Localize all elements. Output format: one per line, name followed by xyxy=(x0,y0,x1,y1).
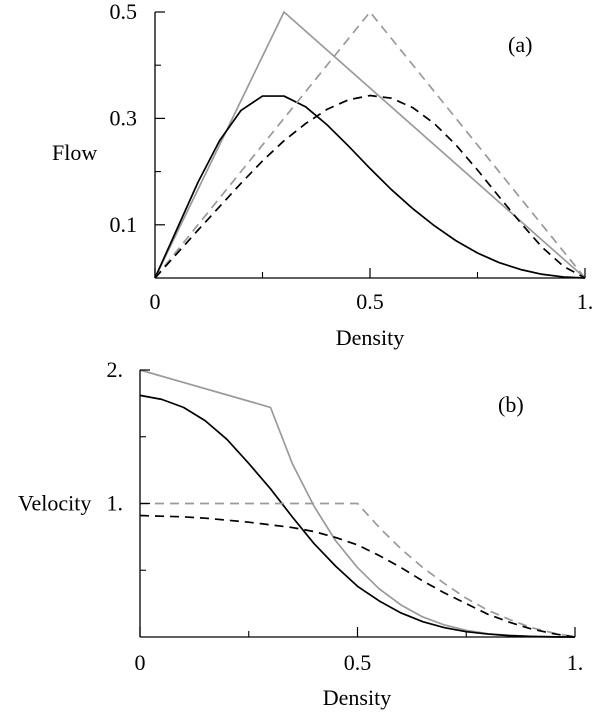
panel-a: 0 0.5 1. 0.1 0.3 0.5 Density Flow (a) xyxy=(52,0,593,350)
panel-label: (a) xyxy=(508,32,532,57)
x-axis-label: Density xyxy=(323,685,391,710)
x-tick-label: 0 xyxy=(150,289,161,314)
y-tick-label: 1. xyxy=(107,491,124,516)
x-tick-label: 1. xyxy=(577,289,594,314)
x-tick-label: 1. xyxy=(567,650,584,675)
series-line-4 xyxy=(154,94,586,279)
x-axis-label: Density xyxy=(336,325,404,350)
series-line-2 xyxy=(139,394,576,638)
series-line-2 xyxy=(154,95,586,279)
y-tick-label: 0.3 xyxy=(110,105,138,130)
series-line-3 xyxy=(154,11,586,279)
y-axis-label: Flow xyxy=(52,140,97,165)
x-tick-label: 0.5 xyxy=(356,289,384,314)
y-tick-label: 0.5 xyxy=(110,0,138,24)
series-line-3 xyxy=(140,502,576,638)
series-line-1 xyxy=(154,11,586,279)
panel-label: (b) xyxy=(498,392,524,417)
x-tick-label: 0.5 xyxy=(344,650,372,675)
y-tick-label: 0.1 xyxy=(110,212,138,237)
x-tick-label: 0 xyxy=(135,650,146,675)
y-tick-label: 2. xyxy=(107,357,124,382)
panel-b: 0 0.5 1. 1. 2. Density Velocity (b) xyxy=(18,357,583,710)
series-line-4 xyxy=(139,514,576,638)
y-axis-label: Velocity xyxy=(18,491,91,516)
